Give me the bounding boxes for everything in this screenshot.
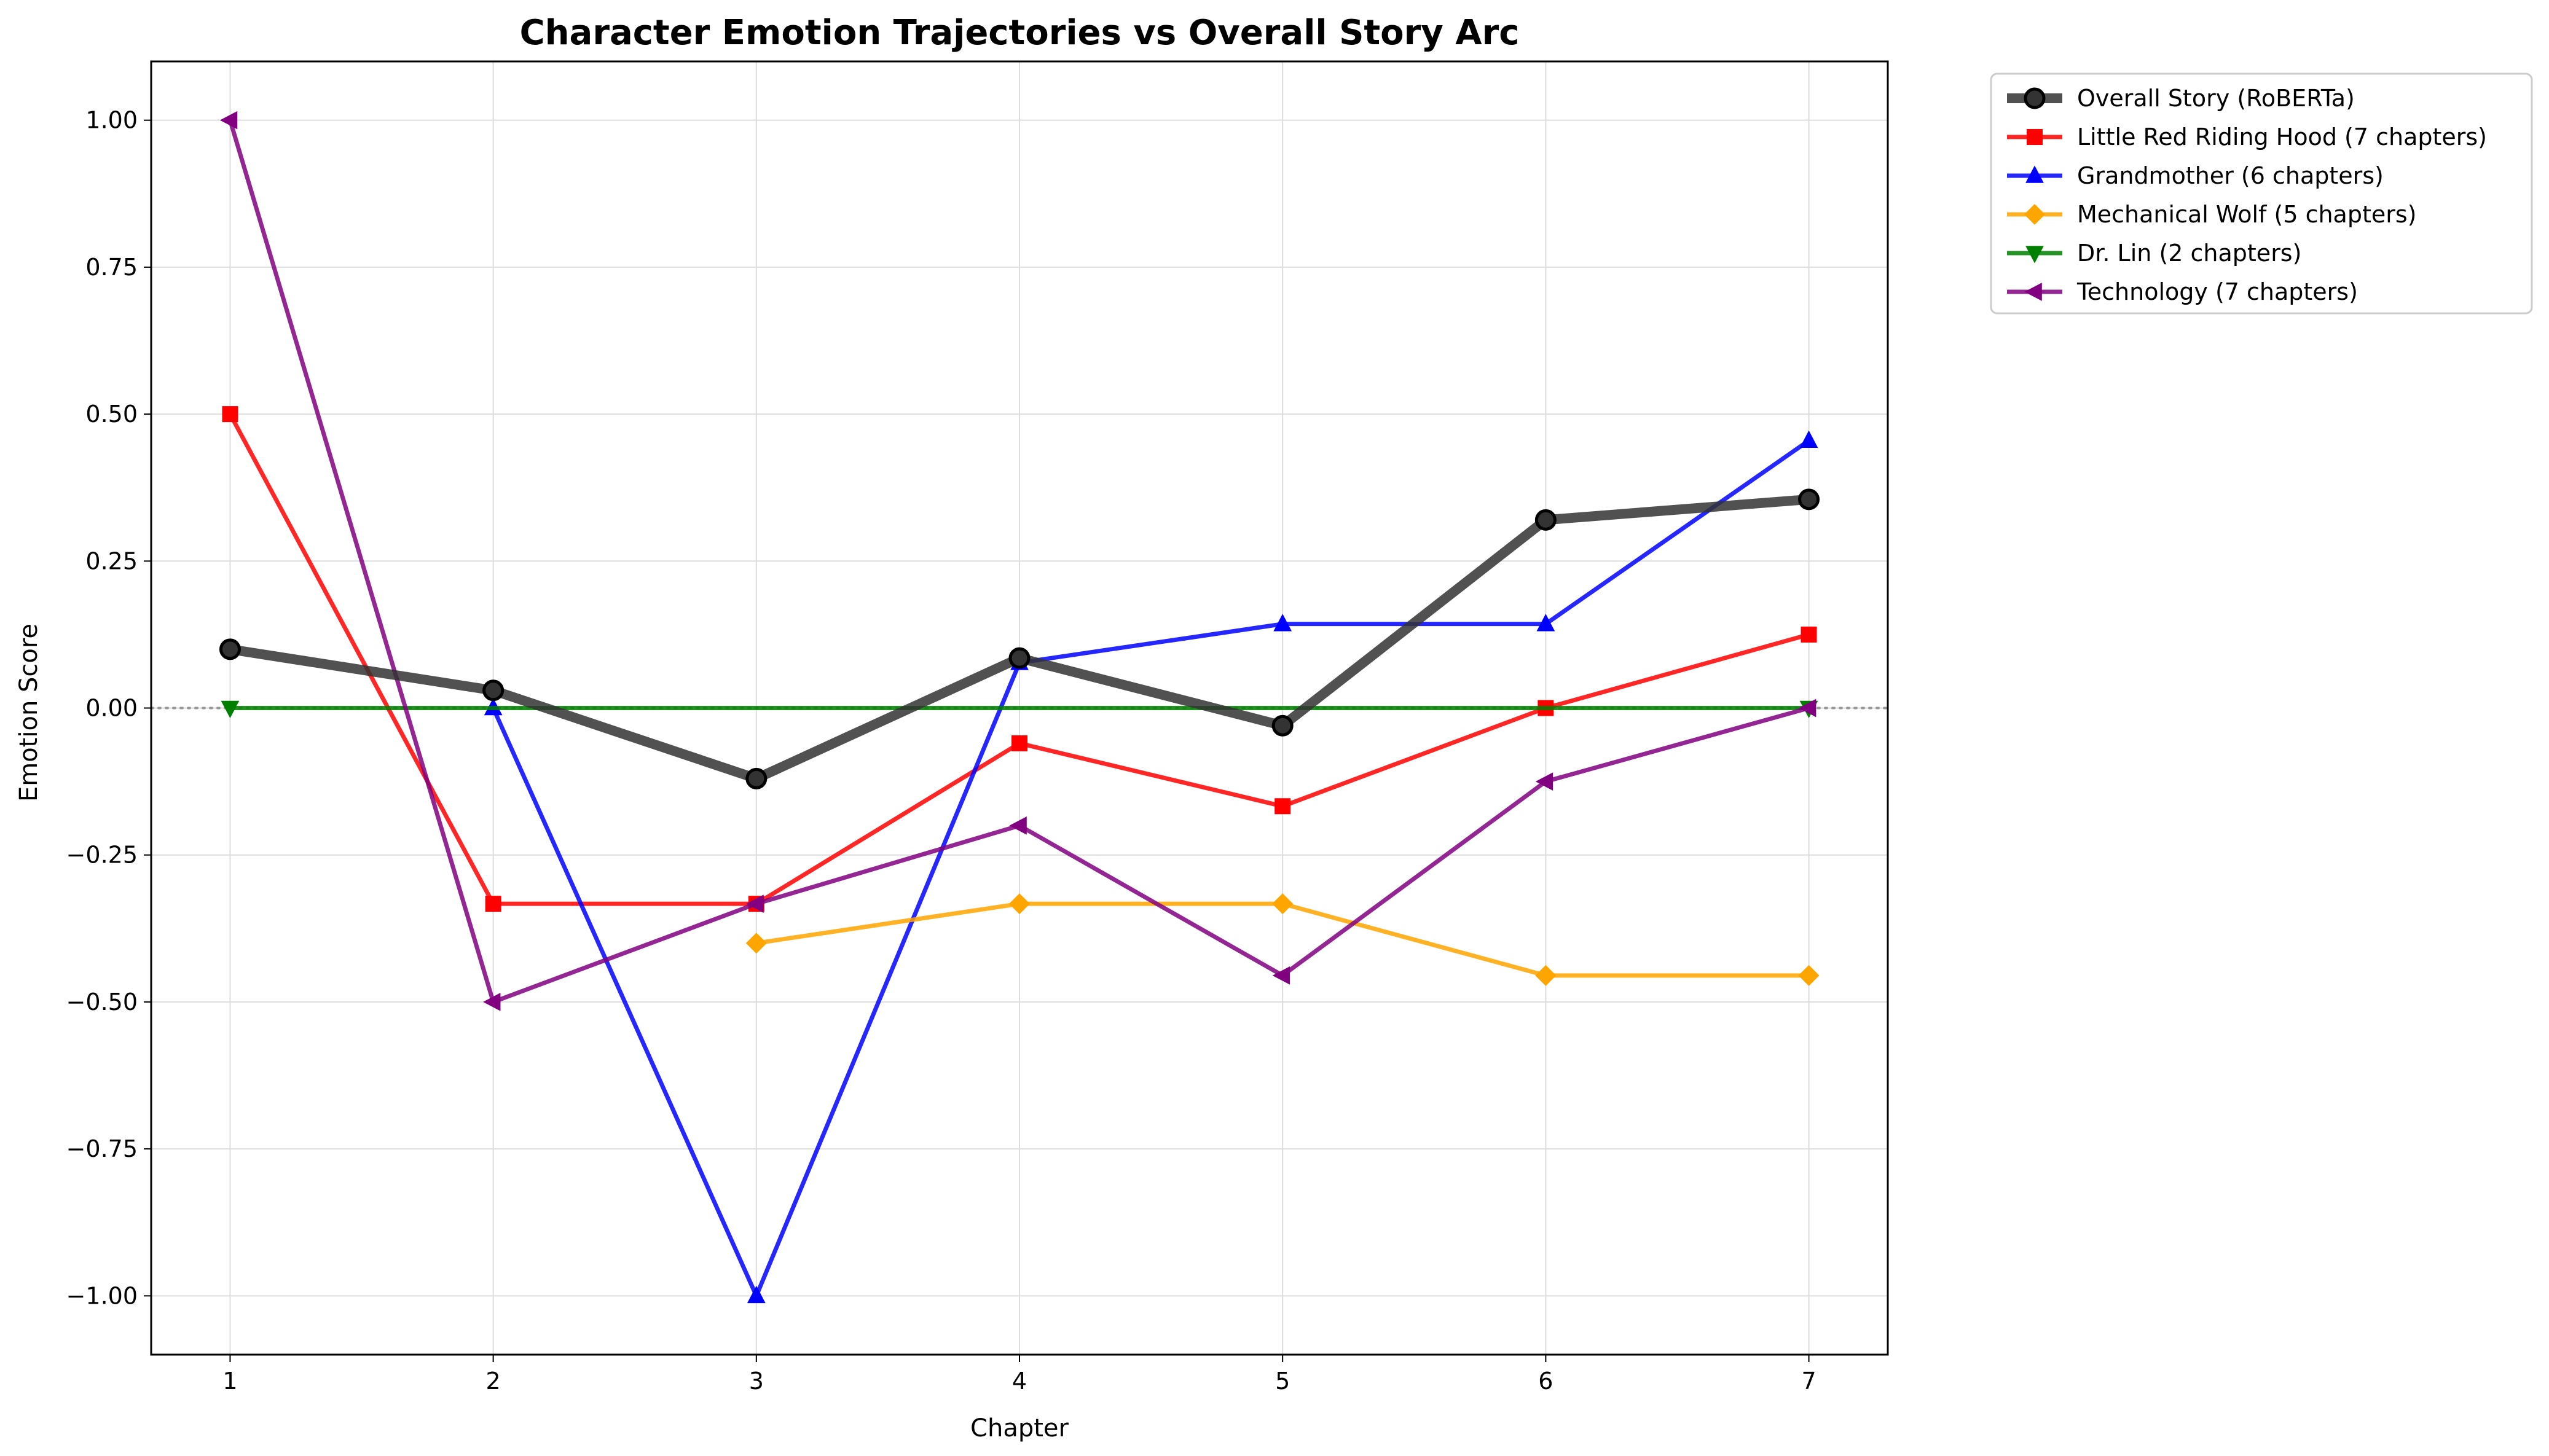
data-point [222,406,238,423]
legend-swatch-marker [2027,129,2043,145]
data-point [1799,430,1818,448]
series-0 [219,488,1820,789]
data-point [221,700,240,719]
x-tick-label: 7 [1801,1368,1816,1395]
data-point [1801,626,1817,643]
y-tick-label: 0.50 [85,401,138,428]
x-tick-label: 5 [1275,1368,1290,1395]
data-point [483,993,501,1011]
y-tick-label: −1.00 [66,1282,138,1309]
x-tick-label: 2 [486,1368,501,1395]
data-point [1272,893,1294,915]
data-point [1008,893,1031,915]
data-point [1535,965,1557,986]
data-point [219,111,238,130]
legend-swatch-marker [2024,203,2046,225]
data-point [485,896,501,912]
legend-entry: Mechanical Wolf (5 chapters) [2007,201,2416,228]
data-point [1271,714,1294,737]
legend-swatch-marker [2024,283,2042,301]
data-point [482,679,505,702]
legend-swatch-marker [2025,246,2044,264]
legend-entry: Dr. Lin (2 chapters) [2007,240,2301,267]
legend-entry: Grandmother (6 chapters) [2007,162,2384,189]
y-tick-label: 0.75 [85,254,138,281]
series-line [491,439,1810,1298]
tick-layer: 1 2 3 4 5 6 7 −1.00 −0.75 −0.50 −0.25 0.00 0.25 0.50 0… [66,107,1817,1395]
legend-label: Overall Story (RoBERTa) [2077,85,2355,112]
data-point [1798,488,1820,511]
data-point [1009,816,1027,835]
legend-entry: Technology (7 chapters) [2007,278,2358,305]
legend-box [1990,72,2533,315]
legend-entry: Little Red Riding Hood (7 chapters) [2007,123,2487,151]
series-layer [219,111,1820,1304]
data-point [1798,965,1820,986]
legend-label: Dr. Lin (2 chapters) [2077,240,2301,267]
y-tick-label: −0.50 [66,988,138,1016]
data-point [745,933,767,954]
x-tick-label: 1 [222,1368,237,1395]
x-axis-label: Chapter [970,1414,1069,1442]
legend: Overall Story (RoBERTa) Little Red Riding… [1990,72,2533,315]
y-tick-label: 0.00 [85,695,138,722]
y-tick-label: 1.00 [85,107,138,134]
data-point [1536,614,1555,632]
data-point [746,894,764,913]
data-point [1274,798,1291,815]
data-point [219,638,241,660]
data-point [1273,614,1292,632]
legend-label: Grandmother (6 chapters) [2077,162,2384,189]
x-tick-label: 6 [1538,1368,1553,1395]
y-tick-label: 0.25 [85,547,138,574]
y-axis-label: Emotion Score [15,624,43,802]
data-point [1272,966,1290,985]
data-point [1535,772,1553,791]
data-point [1534,509,1557,531]
legend-swatch-marker [2024,87,2046,109]
series-3 [745,893,1820,986]
data-point [1008,647,1031,669]
data-point [1011,735,1027,751]
legend-label: Mechanical Wolf (5 chapters) [2077,201,2416,228]
legend-swatch-marker [2025,165,2044,183]
chart-title: Character Emotion Trajectories vs Overal… [520,13,1520,53]
grid [151,61,1888,1355]
legend-label: Technology (7 chapters) [2076,278,2358,305]
series-5 [219,111,1817,1011]
data-point [1798,699,1817,718]
y-tick-label: −0.75 [66,1135,138,1162]
legend-entry: Overall Story (RoBERTa) [2007,85,2355,112]
y-tick-label: −0.25 [66,842,138,869]
data-point [745,767,768,789]
legend-label: Little Red Riding Hood (7 chapters) [2077,123,2487,151]
data-point [747,1285,766,1304]
x-tick-label: 4 [1012,1368,1027,1395]
x-tick-label: 3 [749,1368,764,1395]
